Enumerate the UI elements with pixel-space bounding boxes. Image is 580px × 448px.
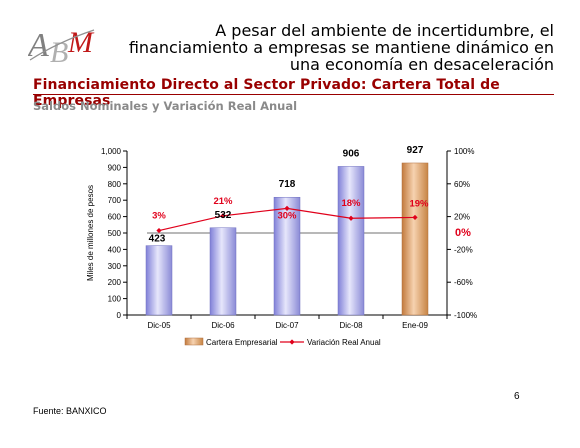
title-divider [33, 94, 554, 95]
x-tick-label: Dic-07 [275, 321, 299, 330]
x-tick-label: Ene-09 [402, 321, 428, 330]
y2-tick-label: -20% [454, 245, 473, 254]
y-tick-label: 900 [108, 163, 122, 172]
y-tick-label: 100 [108, 295, 122, 304]
chart-axes: 0 100 200 300 400 500 600 700 800 900 1,000 -100% -6… [86, 147, 477, 330]
bar-value-label: 906 [343, 148, 360, 159]
legend-marker-line [289, 339, 295, 345]
y-tick-label: 200 [108, 278, 122, 287]
x-tick-label: Dic-05 [147, 321, 171, 330]
svg-text:B: B [50, 36, 68, 69]
y-tick-label: 300 [108, 262, 122, 271]
bar-series [145, 162, 429, 316]
line-value-label: 18% [341, 198, 361, 209]
slide-title: Financiamiento Directo al Sector Privado… [33, 77, 500, 109]
y-tick-label: 400 [108, 245, 122, 254]
page-number: 6 [514, 391, 520, 402]
line-point [348, 215, 354, 221]
bar [209, 227, 237, 316]
y-tick-label: 500 [108, 229, 122, 238]
y2-tick-label: 60% [454, 180, 470, 189]
y2-tick-label: -60% [454, 278, 473, 287]
bar-value-label: 532 [215, 210, 232, 221]
abm-logo: A B M [26, 22, 100, 70]
svg-text:A: A [28, 27, 49, 64]
line-point [156, 227, 162, 234]
bar [273, 196, 301, 316]
slide-subtitle: Saldos Nominales y Variación Real Anual [33, 99, 298, 113]
reference-label: 0% [455, 227, 471, 239]
chart-legend: Cartera Empresarial Variación Real Anual [184, 337, 381, 347]
legend-swatch-bar [184, 337, 204, 346]
x-tick-label: Dic-08 [339, 321, 363, 330]
bar-value-label: 718 [279, 179, 296, 190]
y-tick-label: 1,000 [101, 147, 122, 156]
line-value-label: 19% [409, 198, 429, 209]
source-note: Fuente: BANXICO [33, 406, 107, 416]
bar [401, 162, 429, 316]
abm-logo-graphic: A B M [26, 26, 95, 69]
y-tick-label: 700 [108, 196, 122, 205]
line-value-label: 30% [277, 210, 297, 221]
legend-label-line: Variación Real Anual [307, 338, 381, 347]
line-series [156, 205, 418, 234]
line-point [284, 205, 290, 211]
y2-tick-label: 20% [454, 213, 470, 222]
y-tick-label: 0 [117, 311, 122, 320]
y-axis-title: Miles de millones de pesos [86, 185, 95, 281]
y-tick-label: 800 [108, 180, 122, 189]
line-point [412, 214, 418, 221]
line-value-label: 21% [213, 196, 233, 207]
y2-tick-label: 100% [454, 147, 474, 156]
line-value-label: 3% [152, 211, 166, 222]
bar-value-label: 423 [149, 234, 166, 245]
bar [337, 166, 365, 316]
line-point [220, 213, 226, 219]
slide-headline: A pesar del ambiente de incertidumbre, e… [128, 21, 554, 74]
data-labels: 0% 423 532 718 906 927 3% 21% 30% 18% 19% [149, 145, 471, 245]
legend-label-bar: Cartera Empresarial [206, 338, 278, 347]
y-tick-label: 600 [108, 213, 122, 222]
y2-tick-label: -100% [454, 311, 477, 320]
x-tick-label: Dic-06 [211, 321, 235, 330]
bar-value-label: 927 [407, 145, 424, 156]
bar [145, 245, 173, 316]
